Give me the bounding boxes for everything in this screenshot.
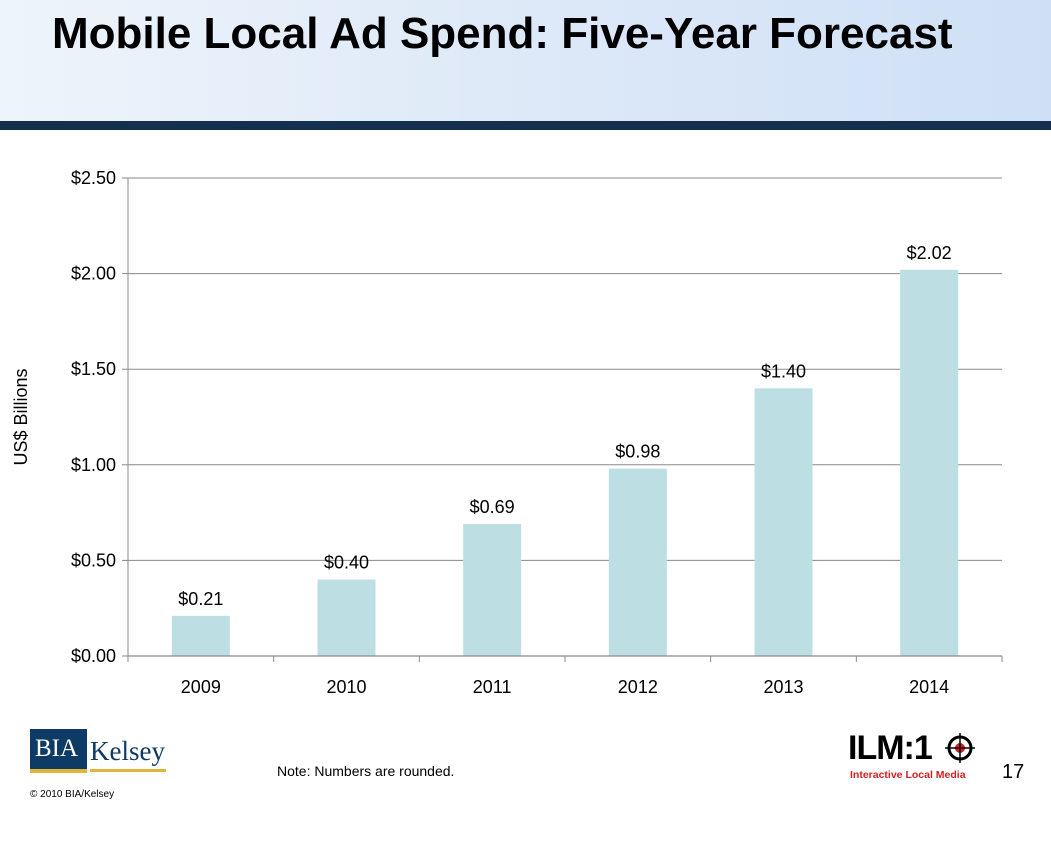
ilm-logo-subtitle: Interactive Local Media (850, 769, 966, 781)
ilm-10-logo: ILM:1 Interactive Local Media (846, 729, 984, 783)
y-axis-title: US$ Billions (11, 368, 31, 465)
page-number: 17 (1002, 761, 1025, 783)
x-tick-label: 2012 (618, 677, 658, 697)
y-tick-label: $2.50 (71, 168, 116, 188)
bar (900, 269, 959, 656)
bia-kelsey-logo: BIA Kelsey (30, 729, 170, 775)
x-tick-label: 2013 (763, 677, 803, 697)
title-underline-bar (0, 121, 1051, 130)
y-tick-label: $0.00 (71, 646, 116, 666)
ilm-logo-text: ILM:1 (848, 729, 933, 767)
bar (754, 388, 813, 656)
data-label: $0.40 (324, 553, 369, 573)
x-tick-label: 2010 (326, 677, 366, 697)
slide-title: Mobile Local Ad Spend: Five-Year Forecas… (52, 9, 953, 58)
bar (317, 579, 376, 656)
x-tick-label: 2014 (909, 677, 949, 697)
y-tick-label: $0.50 (71, 550, 116, 570)
kelsey-logo-underline (90, 769, 166, 772)
x-tick-label: 2011 (473, 677, 512, 697)
data-label: $0.69 (470, 497, 515, 517)
data-label: $0.98 (615, 442, 660, 462)
copyright-text: © 2010 BIA/Kelsey (30, 789, 115, 800)
x-tick-label: 2009 (181, 677, 221, 697)
bar (608, 468, 667, 656)
y-tick-label: $1.50 (71, 359, 116, 379)
data-label: $2.02 (907, 243, 952, 263)
title-banner (0, 0, 1051, 122)
bar (463, 524, 522, 656)
bar (171, 615, 230, 656)
y-tick-label: $2.00 (71, 264, 116, 284)
target-icon (945, 733, 975, 763)
kelsey-logo-text: Kelsey (90, 736, 165, 766)
y-tick-label: $1.00 (71, 455, 116, 475)
data-label: $0.21 (178, 589, 223, 609)
footnote: Note: Numbers are rounded. (277, 763, 455, 779)
data-label: $1.40 (761, 361, 806, 381)
bia-logo-text: BIA (35, 735, 79, 762)
bia-logo-box: BIA (30, 729, 87, 773)
bar-chart: $0.00 $0.50 $1.00 $1.50 $2.00 $2.50 $0.21 2009 $… (11, 168, 1003, 697)
